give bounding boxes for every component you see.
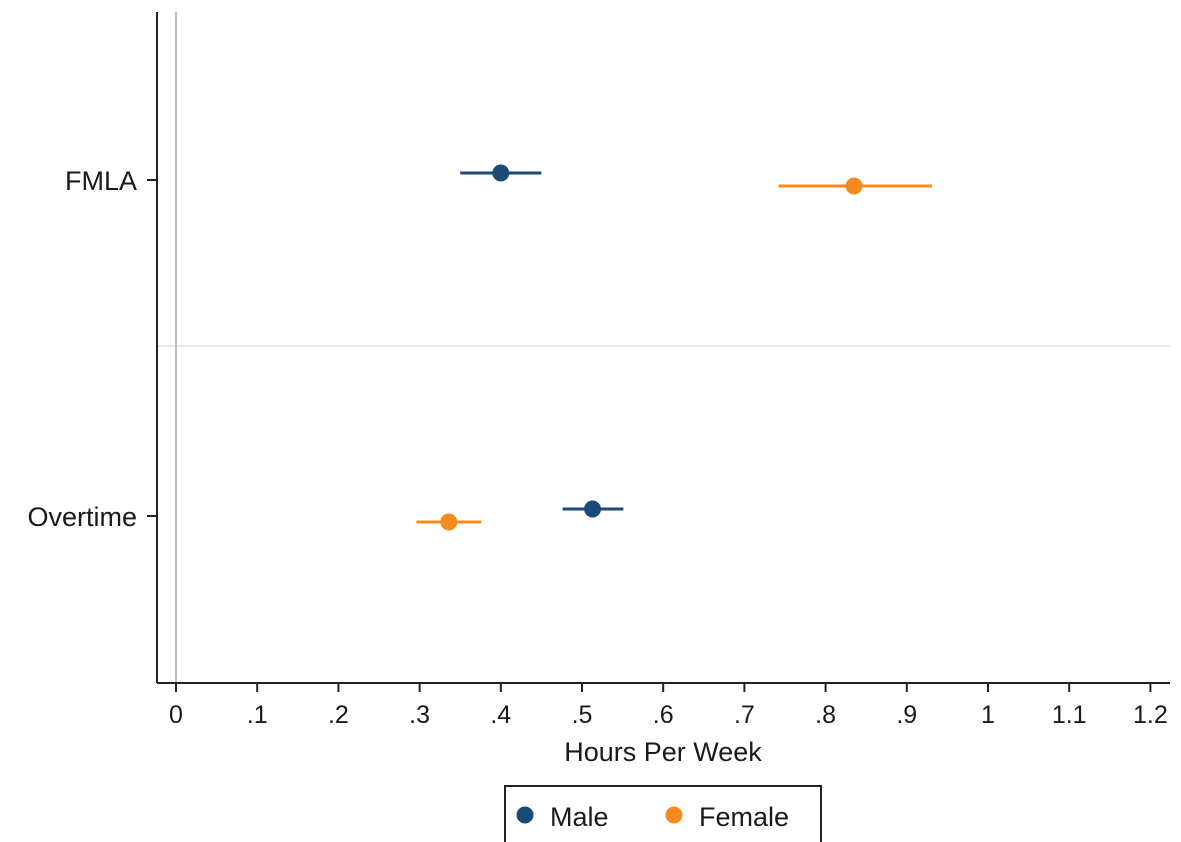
x-tick-label: .8	[815, 701, 836, 729]
point-estimate	[492, 164, 510, 182]
y-category-label: Overtime	[27, 502, 137, 532]
x-tick-label: 1.2	[1133, 701, 1168, 729]
legend-marker	[665, 806, 683, 824]
legend-label: Female	[699, 802, 789, 832]
x-axis-title: Hours Per Week	[564, 737, 762, 767]
x-tick-label: 0	[169, 701, 183, 729]
point-estimate	[440, 513, 458, 531]
legend-marker	[516, 806, 534, 824]
legend-label: Male	[550, 802, 609, 832]
y-category-label: FMLA	[65, 166, 137, 196]
point-estimate	[845, 177, 863, 195]
x-tick-label: .3	[409, 701, 430, 729]
x-tick-label: .5	[572, 701, 593, 729]
x-tick-label: 1	[981, 701, 995, 729]
x-tick-label: .1	[247, 701, 268, 729]
x-tick-label: .4	[490, 701, 511, 729]
point-estimate	[584, 500, 602, 518]
x-tick-label: .2	[328, 701, 349, 729]
x-tick-label: .9	[896, 701, 917, 729]
x-tick-label: .6	[653, 701, 674, 729]
legend-box	[504, 785, 822, 842]
x-tick-label: 1.1	[1052, 701, 1087, 729]
x-tick-label: .7	[734, 701, 755, 729]
